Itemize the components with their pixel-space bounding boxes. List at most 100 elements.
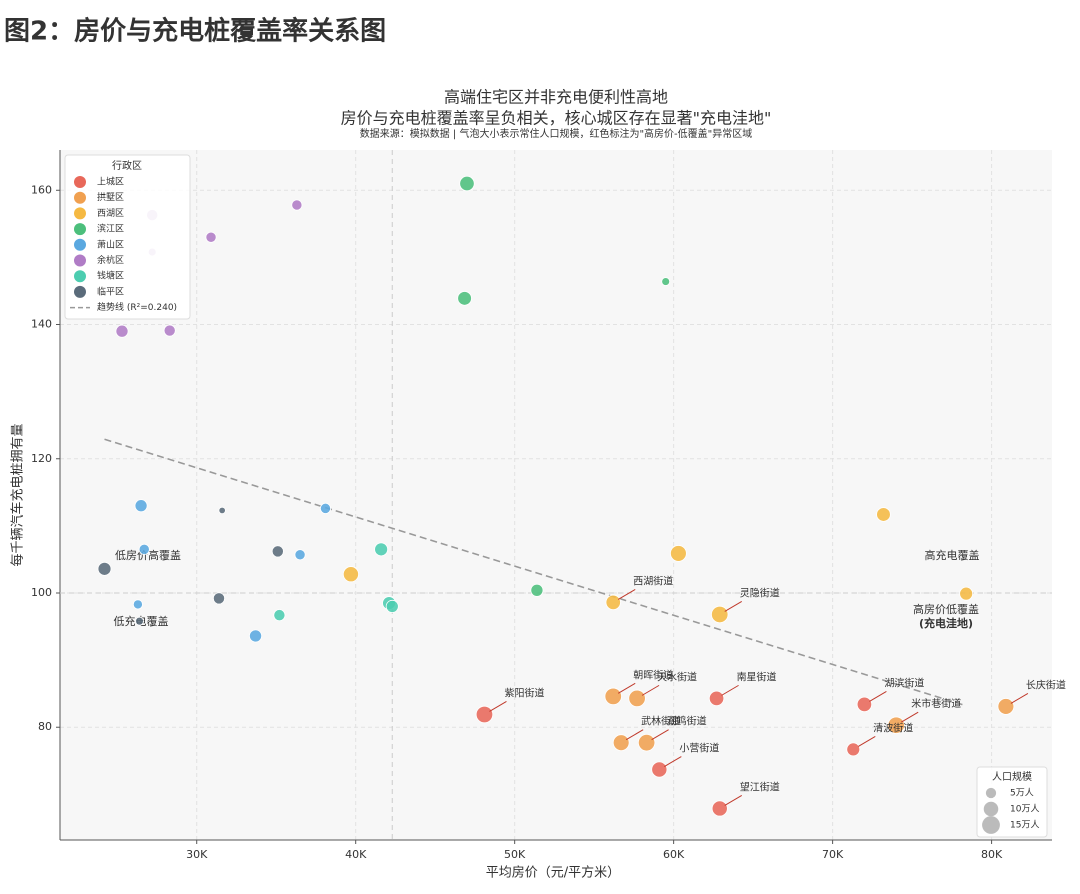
x-tick-label: 70K (822, 848, 844, 861)
heading: 图2：房价与充电桩覆盖率关系图 (4, 16, 386, 47)
bubble (319, 502, 332, 514)
annotation-arrow (664, 756, 682, 767)
bubble (670, 545, 687, 562)
bubble (612, 734, 630, 752)
bubble (605, 594, 621, 611)
legend-marker (74, 285, 86, 298)
bubble (163, 324, 176, 337)
annotation-arrow (489, 701, 507, 712)
y-tick-label: 100 (31, 586, 52, 599)
x-tick-label: 60K (663, 848, 685, 861)
bubble (708, 690, 725, 707)
bubble (997, 698, 1015, 715)
bubble (846, 742, 861, 757)
annotation-label: 灵隐街道 (740, 586, 780, 599)
bubble (273, 609, 286, 622)
annotation-arrow (1010, 692, 1029, 704)
legend-marker (74, 238, 86, 251)
bubble (205, 231, 217, 243)
bubble (711, 605, 729, 624)
annotation-arrow (858, 735, 876, 747)
bubble (856, 696, 873, 713)
bubble (374, 542, 389, 557)
bubble (138, 543, 150, 555)
size-marker (985, 787, 997, 799)
bubble (628, 689, 646, 708)
legend-label: 上城区 (97, 177, 124, 188)
legend-marker (74, 270, 86, 283)
size-label: 5万人 (1010, 788, 1034, 799)
quadrant-label: (充电洼地) (919, 616, 973, 630)
y-tick-label: 160 (31, 183, 52, 196)
bubble (475, 705, 494, 724)
plot-area (60, 150, 1052, 840)
chart-title-line2: 房价与充电桩覆盖率呈负相关，核心城区存在显著"充电洼地" (341, 109, 772, 128)
legend-label: 萧山区 (97, 238, 124, 250)
bubble (135, 616, 144, 626)
trend-line (104, 438, 967, 707)
chart-title: 高端住宅区并非充电便利性高地 (444, 88, 668, 107)
legend-label: 临平区 (97, 285, 124, 297)
annotation-label: 西湖街道 (633, 574, 673, 587)
x-tick-label: 50K (504, 848, 526, 861)
x-tick-label: 40K (345, 848, 367, 861)
legend-marker (74, 254, 86, 267)
legend-marker (74, 176, 86, 188)
annotation-label: 清波街道 (873, 721, 913, 734)
bubble (959, 586, 974, 601)
legend-title: 行政区 (112, 159, 142, 172)
bubble (271, 545, 284, 558)
annotation-arrow (724, 601, 742, 612)
annotation-arrow (900, 711, 919, 723)
legend-marker (74, 207, 86, 220)
size-marker (983, 801, 999, 817)
annotation-arrow (651, 729, 669, 741)
annotation-arrow (721, 684, 739, 696)
annotation-arrow (869, 690, 887, 702)
annotation-label: 米市巷街道 (911, 697, 961, 710)
annotation-label: 朝晖街道 (633, 668, 673, 681)
legend-title: 人口规模 (992, 770, 1032, 783)
annotation-arrow (625, 729, 644, 741)
legend-label: 拱墅区 (97, 191, 124, 203)
bubble (887, 716, 905, 734)
bubble (115, 324, 129, 338)
bubble (294, 549, 306, 561)
quadrant-label: 高充电覆盖 (925, 548, 980, 562)
bubble (342, 566, 359, 583)
annotation-label: 南星街道 (737, 670, 777, 683)
annotation-arrow (641, 684, 660, 696)
legend-marker (74, 191, 86, 204)
bubble (604, 687, 622, 706)
x-axis-label: 平均房价（元/平方米） (486, 865, 620, 881)
annotation-label: 望江街道 (740, 780, 780, 793)
annotation-label: 紫阳街道 (504, 686, 544, 699)
legend-marker (74, 223, 86, 236)
annotation-label: 长庆街道 (1026, 678, 1066, 691)
legend-label: 趋势线 (R²=0.240) (97, 301, 177, 313)
legend-box (64, 154, 191, 320)
annotation-label: 小营街道 (679, 742, 719, 755)
legend-label: 西湖区 (97, 208, 124, 219)
size-label: 10万人 (1010, 804, 1039, 815)
x-tick-label: 30K (186, 848, 208, 861)
annotation-label: 武林街道 (641, 715, 681, 728)
bubble (661, 277, 671, 286)
legend-label: 滨江区 (97, 223, 124, 235)
bubble (711, 800, 728, 817)
bubble (291, 199, 303, 211)
legend-label: 钱塘区 (97, 270, 124, 282)
bubble (637, 733, 656, 752)
size-legend: 人口规模 5万人 10万人 15万人 (976, 766, 1048, 838)
quadrant-label: 低房价高覆盖 (115, 548, 181, 562)
bubble (651, 761, 668, 778)
bubble (385, 599, 399, 613)
legend-label: 余杭区 (97, 254, 124, 266)
bubble (97, 561, 112, 576)
x-tick-label: 80K (981, 848, 1003, 861)
y-tick-label: 80 (38, 720, 52, 733)
bubble (876, 507, 891, 522)
bubble (530, 583, 544, 597)
annotation-arrow (724, 795, 742, 806)
